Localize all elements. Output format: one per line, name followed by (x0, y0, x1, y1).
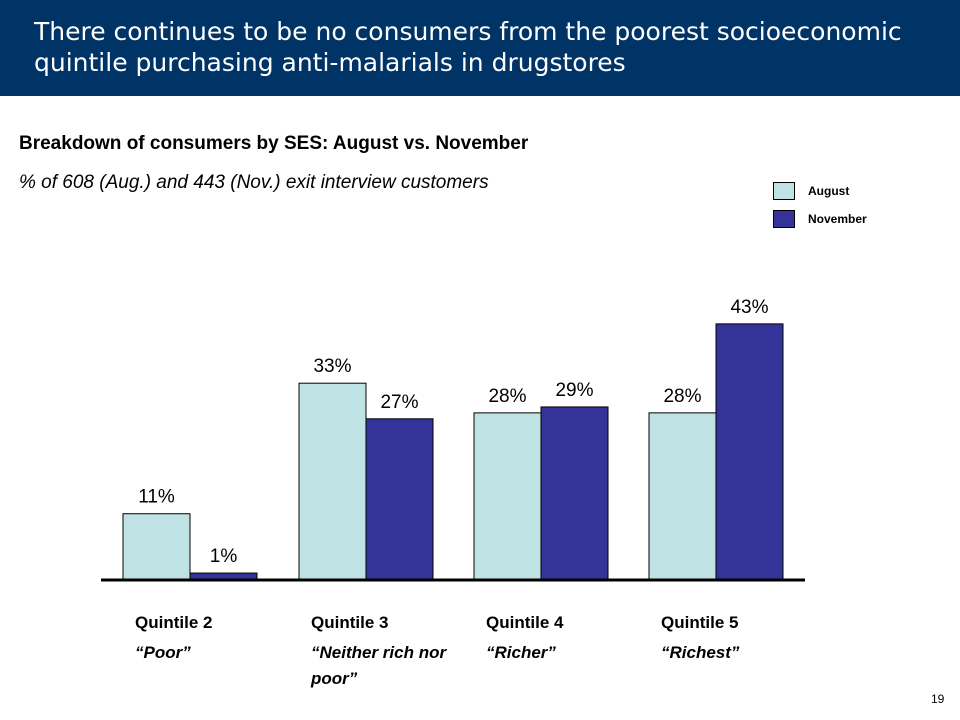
category-sublabel-1: “Poor” (135, 643, 191, 662)
title-bar: There continues to be no consumers from … (0, 0, 960, 96)
data-label-august-4: 28% (663, 386, 701, 407)
data-label-november-3: 29% (555, 380, 593, 401)
bar-august-3 (473, 412, 542, 580)
bar-august-2 (298, 382, 367, 580)
legend-label-november: November (808, 212, 867, 226)
page-number: 19 (931, 692, 945, 706)
category-label-2: Quintile 3 (311, 613, 388, 632)
bar-august-4 (648, 412, 717, 580)
bar-november-2 (365, 418, 434, 580)
category-sublabel-2: “Neither rich nor poor” (310, 643, 447, 688)
category-label-1: Quintile 2 (135, 613, 212, 632)
bar-november-1 (189, 572, 258, 580)
chart-legend: August November (773, 181, 953, 237)
bar-august-1 (122, 513, 191, 580)
category-label-3: Quintile 4 (486, 613, 564, 632)
data-label-august-1: 11% (138, 487, 175, 508)
bar-november-4 (715, 323, 784, 580)
legend-label-august: August (808, 184, 850, 198)
category-sublabel-3: “Richer” (486, 643, 556, 662)
data-label-november-2: 27% (380, 392, 418, 413)
chart-subtitle: Breakdown of consumers by SES: August vs… (19, 133, 529, 154)
bar-november-3 (540, 406, 609, 580)
legend-swatch-november (773, 210, 795, 228)
data-label-august-3: 28% (488, 386, 526, 407)
legend-item-november: November (773, 209, 953, 229)
legend-swatch-august (773, 182, 795, 200)
category-sublabel-4: “Richest” (661, 643, 740, 662)
data-label-november-4: 43% (730, 297, 768, 318)
chart-note: % of 608 (Aug.) and 443 (Nov.) exit inte… (19, 172, 489, 193)
data-label-november-1: 1% (210, 546, 238, 567)
slide-title: There continues to be no consumers from … (34, 17, 902, 77)
category-label-4: Quintile 5 (661, 613, 738, 632)
data-label-august-2: 33% (313, 356, 351, 377)
legend-item-august: August (773, 181, 953, 201)
